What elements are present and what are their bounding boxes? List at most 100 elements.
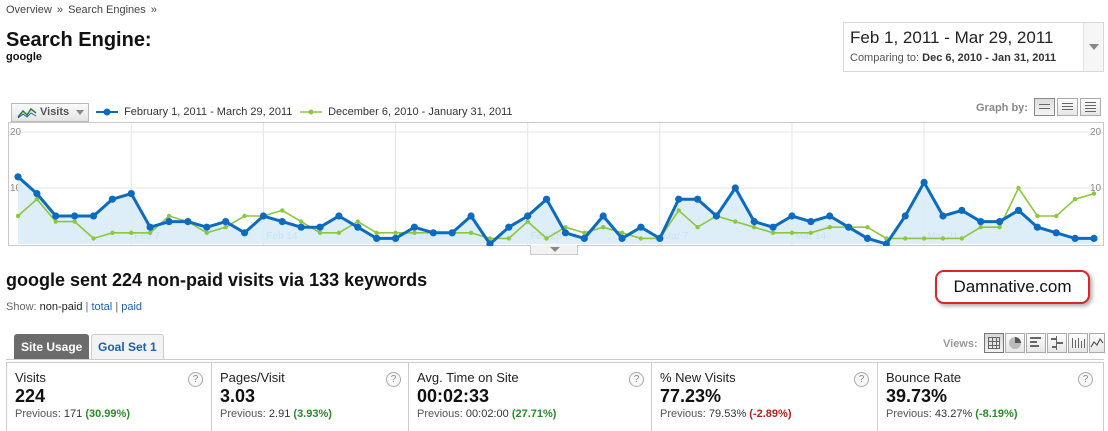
current-series-point: [580, 234, 588, 242]
metric-visits[interactable]: Visits 224 Previous: 171 (30.99%) ?: [7, 363, 212, 431]
metric-avg-time-on-site[interactable]: Avg. Time on Site 00:02:33 Previous: 00:…: [409, 363, 652, 431]
current-series-point: [316, 223, 324, 231]
y-tick-label-left: 10: [10, 183, 22, 194]
graph-by-day-button[interactable]: [1034, 98, 1055, 116]
date-range-text: Feb 1, 2011 - Mar 29, 2011: [850, 28, 1054, 47]
previous-series-point: [1035, 213, 1040, 219]
previous-series-point: [129, 230, 134, 235]
current-series-point: [1033, 223, 1041, 231]
legend-previous: December 6, 2010 - January 31, 2011: [300, 106, 513, 118]
current-series-line: [17, 175, 1094, 246]
date-compare-text: Comparing to: Dec 6, 2010 - Jan 31, 2011: [850, 52, 1056, 64]
metric-label: Avg. Time on Site: [417, 370, 519, 385]
metric-new-visits[interactable]: % New Visits 77.23% Previous: 79.53% (-2…: [652, 363, 878, 431]
current-series-point: [278, 218, 286, 226]
previous-series-point: [166, 213, 172, 219]
previous-series-point: [525, 219, 530, 224]
current-series-point: [882, 240, 890, 246]
term-cloud-view-icon[interactable]: [1068, 333, 1088, 353]
metric-label: Visits: [15, 370, 46, 385]
previous-series-point: [393, 230, 398, 235]
current-series-point: [410, 223, 419, 231]
current-series-point: [14, 173, 22, 181]
previous-series-point: [53, 219, 58, 224]
previous-series-point: [355, 219, 360, 224]
breadcrumb-overview-link[interactable]: Overview: [6, 4, 52, 16]
chevron-down-icon[interactable]: [1083, 23, 1103, 71]
current-series-point: [1090, 234, 1098, 242]
previous-series-point: [600, 225, 606, 230]
tab-goal-set-1[interactable]: Goal Set 1: [91, 334, 164, 359]
current-series-point: [750, 218, 758, 226]
previous-series-point: [280, 208, 285, 213]
current-series-area: [18, 176, 1094, 244]
previous-series-point: [487, 236, 493, 241]
metric-pages-per-visit[interactable]: Pages/Visit 3.03 Previous: 2.91 (3.93%) …: [212, 363, 409, 431]
tab-site-usage[interactable]: Site Usage: [14, 334, 90, 359]
previous-series-point: [506, 236, 512, 241]
graph-metric-select[interactable]: Visits: [11, 103, 89, 122]
breadcrumb-search-engines-link[interactable]: Search Engines: [68, 4, 146, 16]
views-label: Views:: [943, 338, 978, 350]
change-percent: (30.99%): [85, 408, 130, 420]
current-series-point: [844, 223, 853, 231]
help-icon[interactable]: ?: [386, 372, 401, 387]
visits-line-chart[interactable]: 20201010Feb 7Feb 14Feb 21Feb 28Mar 7Mar …: [8, 122, 1104, 246]
current-series-point: [920, 178, 928, 186]
previous-series-point: [638, 236, 644, 241]
current-series-point: [996, 218, 1004, 226]
help-icon[interactable]: ?: [854, 372, 869, 387]
pivot-view-icon[interactable]: [1089, 333, 1105, 353]
previous-value: 43.27%: [934, 408, 973, 420]
breadcrumb-separator: »: [56, 4, 64, 16]
pie-view-icon[interactable]: [1005, 333, 1025, 353]
previous-series-point: [223, 225, 228, 230]
tab-divider: [6, 359, 1104, 360]
chart-collapse-handle[interactable]: [530, 245, 578, 255]
show-label: Show:: [6, 301, 37, 313]
graph-by-week-button[interactable]: [1057, 98, 1078, 116]
current-series-point: [127, 190, 135, 198]
metric-bounce-rate[interactable]: Bounce Rate 39.73% Previous: 43.27% (-8.…: [878, 363, 1103, 431]
filter-separator: |: [85, 301, 89, 313]
show-filter-row: Show: non-paid | total | paid: [6, 301, 142, 313]
legend-current-label: February 1, 2011 - March 29, 2011: [124, 106, 293, 118]
legend-previous-swatch: [300, 109, 322, 115]
current-series-point: [712, 212, 721, 220]
y-tick-label-left: 20: [10, 127, 22, 138]
current-series-point: [203, 223, 211, 231]
current-series-point: [240, 229, 249, 237]
current-series-point: [184, 218, 192, 226]
current-series-point: [958, 206, 966, 214]
current-series-point: [467, 212, 475, 220]
current-series-point: [863, 234, 872, 242]
previous-label: Previous:: [886, 408, 932, 420]
filter-paid-link[interactable]: paid: [121, 301, 143, 313]
metric-previous: Previous: 79.53% (-2.89%): [660, 408, 877, 420]
help-icon[interactable]: ?: [188, 372, 203, 387]
metric-value: 3.03: [220, 386, 256, 406]
graph-metric-label: Visits: [40, 106, 70, 118]
current-series-point: [807, 218, 815, 226]
graph-by-month-button[interactable]: [1080, 98, 1101, 116]
previous-series-point: [1016, 185, 1021, 191]
previous-series-point: [72, 219, 77, 224]
filter-non-paid: non-paid: [39, 301, 83, 313]
current-series-point: [71, 212, 79, 220]
metric-value: 224: [15, 386, 46, 406]
previous-series-point: [1072, 197, 1078, 202]
page-title: Search Engine:: [6, 29, 152, 51]
current-series-point: [52, 212, 60, 220]
table-view-icon[interactable]: [984, 333, 1004, 353]
current-series-point: [637, 223, 645, 231]
previous-series-point: [91, 236, 96, 241]
help-icon[interactable]: ?: [629, 372, 644, 387]
filter-total-link[interactable]: total: [91, 301, 113, 313]
date-range-picker[interactable]: Feb 1, 2011 - Mar 29, 2011 Comparing to:…: [843, 22, 1104, 72]
bar-view-icon[interactable]: [1026, 333, 1046, 353]
help-icon[interactable]: ?: [1078, 372, 1093, 387]
previous-series-point: [619, 230, 625, 235]
comparison-view-icon[interactable]: [1047, 333, 1067, 353]
current-series-point: [599, 212, 607, 220]
previous-series-point: [374, 230, 379, 235]
